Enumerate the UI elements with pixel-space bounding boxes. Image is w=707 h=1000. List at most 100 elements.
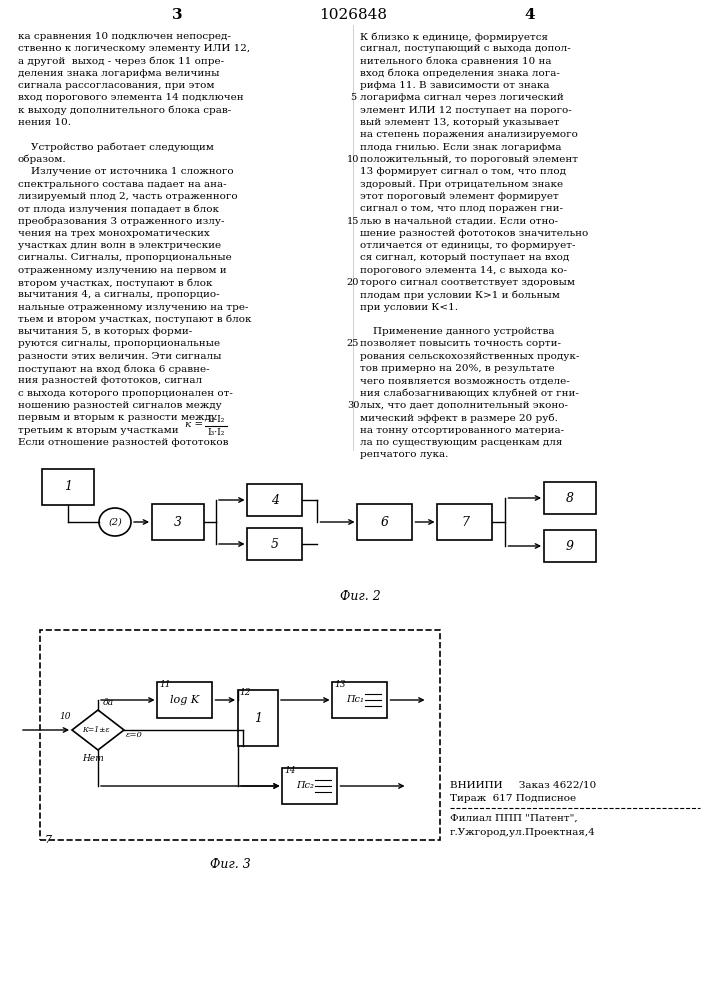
Text: 3: 3 bbox=[172, 8, 182, 22]
Text: 7: 7 bbox=[461, 516, 469, 528]
Text: 12: 12 bbox=[239, 688, 250, 697]
Bar bbox=[544, 530, 596, 562]
Text: 10: 10 bbox=[59, 712, 71, 721]
Text: 4: 4 bbox=[525, 8, 535, 22]
Text: вычитания 5, в которых форми-: вычитания 5, в которых форми- bbox=[18, 327, 192, 336]
Text: шение разностей фототоков значительно: шение разностей фототоков значительно bbox=[360, 229, 588, 238]
Text: 9: 9 bbox=[566, 540, 574, 552]
Text: плода гнилью. Если знак логарифма: плода гнилью. Если знак логарифма bbox=[360, 143, 561, 152]
Text: при условии К<1.: при условии К<1. bbox=[360, 303, 458, 312]
Text: Нет: Нет bbox=[82, 754, 104, 763]
Text: элемент ИЛИ 12 поступает на порого-: элемент ИЛИ 12 поступает на порого- bbox=[360, 106, 572, 115]
Text: образом.: образом. bbox=[18, 155, 66, 164]
Text: торого сигнал соответствует здоровым: торого сигнал соответствует здоровым bbox=[360, 278, 575, 287]
Text: I₃·I₂: I₃·I₂ bbox=[207, 428, 224, 437]
Text: поступают на вход блока 6 сравне-: поступают на вход блока 6 сравне- bbox=[18, 364, 209, 374]
Text: чения на трех монохроматических: чения на трех монохроматических bbox=[18, 229, 210, 238]
Text: этот пороговый элемент формирует: этот пороговый элемент формирует bbox=[360, 192, 559, 201]
Text: отраженному излучению на первом и: отраженному излучению на первом и bbox=[18, 266, 227, 275]
Text: (2): (2) bbox=[108, 518, 122, 526]
Text: 1: 1 bbox=[64, 481, 72, 493]
Text: третьим к вторым участками: третьим к вторым участками bbox=[18, 426, 179, 435]
Text: К близко к единице, формируется: К близко к единице, формируется bbox=[360, 32, 548, 41]
Text: Пс₂: Пс₂ bbox=[296, 782, 314, 790]
Text: к =: к = bbox=[185, 420, 203, 429]
Text: отличается от единицы, то формирует-: отличается от единицы, то формирует- bbox=[360, 241, 575, 250]
Bar bbox=[544, 482, 596, 514]
Text: нения 10.: нения 10. bbox=[18, 118, 71, 127]
Text: репчатого лука.: репчатого лука. bbox=[360, 450, 448, 459]
Text: 30: 30 bbox=[347, 401, 359, 410]
Bar bbox=[358, 504, 412, 540]
Text: спектрального состава падает на ана-: спектрального состава падает на ана- bbox=[18, 180, 227, 189]
Text: ношению разностей сигналов между: ношению разностей сигналов между bbox=[18, 401, 222, 410]
Bar bbox=[42, 469, 94, 505]
Text: вый элемент 13, который указывает: вый элемент 13, который указывает bbox=[360, 118, 559, 127]
Text: Устройство работает следующим: Устройство работает следующим bbox=[18, 143, 214, 152]
Text: первым и вторым к разности между: первым и вторым к разности между bbox=[18, 413, 217, 422]
Text: 6: 6 bbox=[381, 516, 389, 528]
Text: плодам при условии К>1 и больным: плодам при условии К>1 и больным bbox=[360, 290, 560, 300]
Text: нительного блока сравнения 10 на: нительного блока сравнения 10 на bbox=[360, 57, 551, 66]
Text: позволяет повысить точность сорти-: позволяет повысить точность сорти- bbox=[360, 340, 561, 349]
Text: 13 формирует сигнал о том, что плод: 13 формирует сигнал о том, что плод bbox=[360, 167, 566, 176]
Text: лизируемый плод 2, часть отраженного: лизируемый плод 2, часть отраженного bbox=[18, 192, 238, 201]
Text: Излучение от источника 1 сложного: Излучение от источника 1 сложного bbox=[18, 167, 233, 176]
Text: лью в начальной стадии. Если отно-: лью в начальной стадии. Если отно- bbox=[360, 217, 558, 226]
Text: ка сравнения 10 подключен непосред-: ка сравнения 10 подключен непосред- bbox=[18, 32, 231, 41]
Text: лых, что дает дополнительный эконо-: лых, что дает дополнительный эконо- bbox=[360, 401, 568, 410]
Text: нальные отраженному излучению на тре-: нальные отраженному излучению на тре- bbox=[18, 303, 248, 312]
Text: ственно к логическому элементу ИЛИ 12,: ственно к логическому элементу ИЛИ 12, bbox=[18, 44, 250, 53]
Text: 10: 10 bbox=[347, 155, 359, 164]
Text: с выхода которого пропорционален от-: с выхода которого пропорционален от- bbox=[18, 389, 233, 398]
Text: да: да bbox=[103, 698, 114, 707]
Text: а другой  выход - через блок 11 опре-: а другой выход - через блок 11 опре- bbox=[18, 57, 224, 66]
Bar bbox=[438, 504, 493, 540]
Text: 25: 25 bbox=[347, 340, 359, 349]
Bar bbox=[238, 690, 278, 746]
Text: ния разностей фототоков, сигнал: ния разностей фототоков, сигнал bbox=[18, 376, 202, 385]
Text: логарифма сигнал через логический: логарифма сигнал через логический bbox=[360, 94, 563, 103]
Text: рования сельскохозяйственных продук-: рования сельскохозяйственных продук- bbox=[360, 352, 579, 361]
Text: ε=0: ε=0 bbox=[126, 731, 143, 739]
Text: разности этих величин. Эти сигналы: разности этих величин. Эти сигналы bbox=[18, 352, 221, 361]
Text: преобразования 3 отраженного излу-: преобразования 3 отраженного излу- bbox=[18, 217, 225, 226]
Ellipse shape bbox=[99, 508, 131, 536]
Text: порогового элемента 14, с выхода ко-: порогового элемента 14, с выхода ко- bbox=[360, 266, 567, 275]
Text: участках длин волн в электрические: участках длин волн в электрические bbox=[18, 241, 221, 250]
Text: Фиг. 2: Фиг. 2 bbox=[339, 590, 380, 603]
Bar bbox=[283, 768, 337, 804]
Text: Тираж  617 Подписное: Тираж 617 Подписное bbox=[450, 794, 576, 803]
Text: положительный, то пороговый элемент: положительный, то пороговый элемент bbox=[360, 155, 578, 164]
Text: вход блока определения знака лога-: вход блока определения знака лога- bbox=[360, 69, 560, 78]
Text: на тонну отсортированного материа-: на тонну отсортированного материа- bbox=[360, 426, 564, 435]
Text: 1026848: 1026848 bbox=[319, 8, 387, 22]
Text: на степень поражения анализируемого: на степень поражения анализируемого bbox=[360, 130, 578, 139]
Text: ла по существующим расценкам для: ла по существующим расценкам для bbox=[360, 438, 562, 447]
Text: 8: 8 bbox=[566, 491, 574, 504]
Text: Если отношение разностей фототоков: Если отношение разностей фототоков bbox=[18, 438, 228, 447]
Text: ВНИИПИ     Заказ 4622/10: ВНИИПИ Заказ 4622/10 bbox=[450, 780, 596, 789]
Bar bbox=[247, 528, 303, 560]
Text: 14: 14 bbox=[284, 766, 296, 775]
Text: Филиал ППП "Патент",: Филиал ППП "Патент", bbox=[450, 814, 578, 823]
Text: 4: 4 bbox=[271, 493, 279, 506]
Text: 11: 11 bbox=[160, 680, 171, 689]
Text: 5: 5 bbox=[350, 94, 356, 103]
Text: втором участках, поступают в блок: втором участках, поступают в блок bbox=[18, 278, 213, 288]
Text: 13: 13 bbox=[334, 680, 346, 689]
Text: log K: log K bbox=[170, 695, 199, 705]
Text: 7: 7 bbox=[45, 835, 52, 845]
Text: мический эффект в размере 20 руб.: мический эффект в размере 20 руб. bbox=[360, 413, 558, 423]
Text: 1: 1 bbox=[254, 712, 262, 724]
Text: Фиг. 3: Фиг. 3 bbox=[209, 858, 250, 871]
Text: г.Ужгород,ул.Проектная,4: г.Ужгород,ул.Проектная,4 bbox=[450, 828, 596, 837]
Text: деления знака логарифма величины: деления знака логарифма величины bbox=[18, 69, 219, 78]
Text: сигнал о том, что плод поражен гни-: сигнал о том, что плод поражен гни- bbox=[360, 204, 563, 213]
Bar bbox=[152, 504, 204, 540]
Text: Пс₁: Пс₁ bbox=[346, 696, 364, 704]
Text: К=1±ε: К=1±ε bbox=[82, 726, 110, 734]
Text: 3: 3 bbox=[174, 516, 182, 528]
Text: сигналы. Сигналы, пропорциональные: сигналы. Сигналы, пропорциональные bbox=[18, 253, 232, 262]
Bar bbox=[40, 630, 440, 840]
